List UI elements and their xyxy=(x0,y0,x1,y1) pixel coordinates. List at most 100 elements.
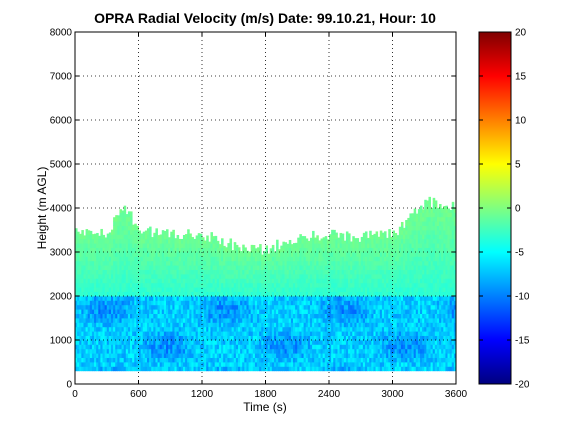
heatmap-cell xyxy=(110,265,114,270)
heatmap-cell xyxy=(297,331,300,336)
heatmap-cell xyxy=(172,331,175,336)
heatmap-cell xyxy=(193,282,197,288)
heatmap-cell xyxy=(301,247,304,253)
heatmap-cell xyxy=(113,256,116,262)
heatmap-cell xyxy=(343,278,347,284)
heatmap-cell xyxy=(96,348,99,354)
heatmap-cell xyxy=(146,247,150,253)
heatmap-cell xyxy=(223,245,226,248)
heatmap-cell xyxy=(218,265,222,270)
heatmap-cell xyxy=(358,353,362,358)
heatmap-cell xyxy=(367,340,370,345)
heatmap-cell xyxy=(341,300,345,306)
heatmap-cell xyxy=(343,344,347,350)
heatmap-cell xyxy=(282,366,285,372)
heatmap-cell xyxy=(390,243,393,248)
heatmap-cell xyxy=(206,353,209,358)
heatmap-cell xyxy=(117,335,120,341)
heatmap-cell xyxy=(199,247,203,253)
heatmap-cell xyxy=(233,287,237,292)
heatmap-cell xyxy=(187,296,190,301)
heatmap-cell xyxy=(265,245,269,248)
heatmap-cell xyxy=(371,274,374,279)
heatmap-cell xyxy=(221,296,224,301)
heatmap-cell xyxy=(166,362,169,367)
heatmap-cell xyxy=(286,366,290,372)
heatmap-cell xyxy=(314,309,317,314)
heatmap-cell xyxy=(178,274,182,279)
heatmap-cell xyxy=(157,300,161,306)
heatmap-cell xyxy=(206,344,209,350)
heatmap-cell xyxy=(284,242,288,244)
heatmap-cell xyxy=(106,256,110,262)
heatmap-cell xyxy=(320,340,324,345)
heatmap-cell xyxy=(233,304,237,310)
heatmap-cell xyxy=(354,269,357,275)
heatmap-cell xyxy=(140,353,144,358)
heatmap-cell xyxy=(208,353,211,358)
heatmap-cell xyxy=(350,304,353,310)
heatmap-cell xyxy=(202,274,205,279)
heatmap-cell xyxy=(182,252,186,257)
heatmap-cell xyxy=(153,234,156,240)
heatmap-cell xyxy=(384,234,387,240)
heatmap-cell xyxy=(235,335,239,341)
heatmap-cell xyxy=(320,344,324,350)
heatmap-cell xyxy=(398,230,402,235)
heatmap-cell xyxy=(288,239,292,244)
heatmap-cell xyxy=(337,287,340,292)
heatmap-cell xyxy=(257,318,260,323)
heatmap-cell xyxy=(87,313,91,319)
heatmap-cell xyxy=(360,300,364,306)
heatmap-cell xyxy=(204,300,207,306)
heatmap-cell xyxy=(89,357,93,363)
heatmap-cell xyxy=(187,238,190,244)
heatmap-cell xyxy=(271,247,275,253)
heatmap-cell xyxy=(265,269,269,275)
heatmap-cell xyxy=(159,313,163,319)
heatmap-cell xyxy=(178,304,182,310)
heatmap-cell xyxy=(301,340,304,345)
heatmap-cell xyxy=(134,331,137,336)
heatmap-cell xyxy=(210,256,213,262)
heatmap-cell xyxy=(225,252,228,257)
heatmap-cell xyxy=(168,331,171,336)
heatmap-cell xyxy=(348,269,351,275)
heatmap-cell xyxy=(218,278,222,284)
heatmap-cell xyxy=(333,287,336,292)
heatmap-cell xyxy=(312,366,315,372)
heatmap-cell xyxy=(125,331,129,336)
heatmap-cell xyxy=(83,304,86,310)
heatmap-cell xyxy=(159,256,163,262)
heatmap-cell xyxy=(364,291,368,297)
heatmap-cell xyxy=(87,296,91,301)
heatmap-cell xyxy=(81,313,84,319)
heatmap-cell xyxy=(125,340,129,345)
heatmap-cell xyxy=(144,340,148,345)
heatmap-cell xyxy=(348,353,351,358)
heatmap-cell xyxy=(331,309,334,314)
heatmap-cell xyxy=(187,326,190,332)
heatmap-cell xyxy=(396,256,400,262)
heatmap-cell xyxy=(394,353,398,358)
heatmap-cell xyxy=(102,234,106,240)
heatmap-cell xyxy=(79,335,82,341)
heatmap-cell xyxy=(286,318,290,323)
heatmap-cell xyxy=(229,353,233,358)
heatmap-cell xyxy=(110,331,114,336)
heatmap-cell xyxy=(216,240,220,244)
heatmap-cell xyxy=(197,278,201,284)
heatmap-cell xyxy=(108,335,112,341)
heatmap-cell xyxy=(79,322,82,328)
heatmap-cell xyxy=(301,278,304,284)
heatmap-cell xyxy=(246,335,249,341)
heatmap-cell xyxy=(278,353,281,358)
heatmap-cell xyxy=(199,300,203,306)
heatmap-cell xyxy=(403,287,406,292)
heatmap-cell xyxy=(151,256,154,262)
heatmap-cell xyxy=(377,236,381,240)
heatmap-cell xyxy=(259,309,262,314)
heatmap-cell xyxy=(373,366,376,372)
heatmap-cell xyxy=(187,282,190,288)
heatmap-cell xyxy=(75,357,78,363)
